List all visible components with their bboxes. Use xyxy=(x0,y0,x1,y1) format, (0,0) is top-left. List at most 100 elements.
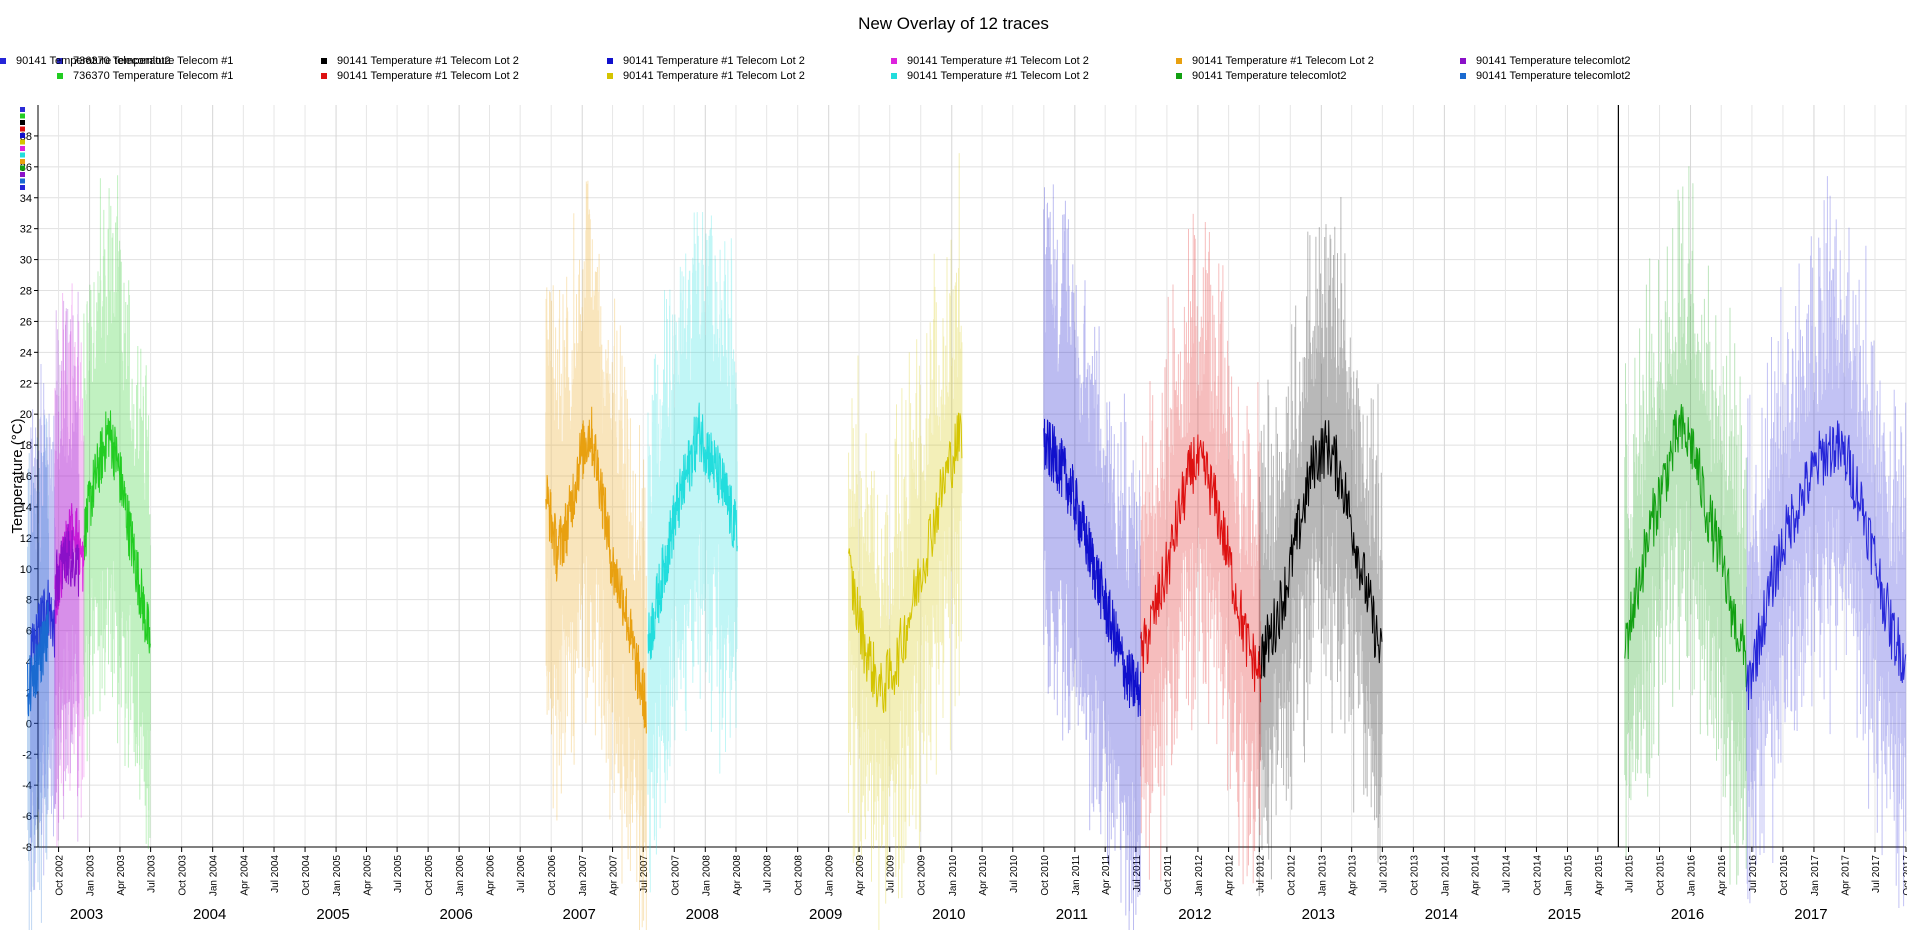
x-tick-label: Apr 2013 xyxy=(1348,855,1359,896)
x-tick-label: Jan 2003 xyxy=(86,855,97,897)
legend-label: 90141 Temperature telecomlot2 xyxy=(1476,70,1631,82)
series-color-marker xyxy=(20,139,25,145)
chart-title: New Overlay of 12 traces xyxy=(858,14,1049,33)
x-tick-label: Oct 2014 xyxy=(1532,855,1543,896)
legend-item: 90141 Temperature #1 Telecom Lot 2 xyxy=(891,55,1089,67)
x-tick-label: Oct 2004 xyxy=(301,855,312,896)
x-tick-label: Jan 2013 xyxy=(1317,855,1328,897)
series-color-marker xyxy=(20,107,25,112)
y-tick-label: 26 xyxy=(20,316,32,328)
y-tick-label: 32 xyxy=(20,224,32,236)
y-tick-label: 20 xyxy=(20,409,32,421)
y-tick-label: 0 xyxy=(26,718,32,730)
legend-swatch xyxy=(321,58,327,64)
year-label: 2007 xyxy=(563,906,596,923)
series-line xyxy=(1258,420,1383,679)
x-tick-label: Oct 2006 xyxy=(547,855,558,896)
y-tick-label: 18 xyxy=(20,440,32,452)
x-tick-label: Jan 2006 xyxy=(455,855,466,897)
legend-label: 736370 Temperature Telecom #1 xyxy=(73,55,234,67)
x-tick-label: Apr 2014 xyxy=(1471,855,1482,896)
series-5 xyxy=(848,153,963,930)
x-tick-label: Jan 2004 xyxy=(209,855,220,897)
series-line xyxy=(1624,404,1747,688)
x-tick-label: Oct 2011 xyxy=(1163,855,1174,895)
series-line xyxy=(83,410,151,654)
x-tick-label: Jan 2016 xyxy=(1687,855,1698,897)
series-4 xyxy=(1043,184,1142,930)
x-tick-label: Apr 2006 xyxy=(485,855,496,896)
y-tick-label: -8 xyxy=(22,842,32,854)
legend-swatch xyxy=(1460,73,1466,79)
legend-label: 736370 Temperature Telecom #1 xyxy=(73,70,234,82)
x-tick-label: Jul 2012 xyxy=(1255,855,1266,893)
x-tick-label: Oct 2005 xyxy=(424,855,435,896)
legend-label: 90141 Temperature #1 Telecom Lot 2 xyxy=(1192,55,1374,67)
legend-item: 90141 Temperature telecomlot2 xyxy=(0,55,171,67)
year-label: 2009 xyxy=(809,906,842,923)
series-line xyxy=(848,412,963,713)
x-tick-label: Jul 2007 xyxy=(639,855,650,893)
series-color-marker xyxy=(20,133,25,138)
legend-item: 736370 Temperature Telecom #1 xyxy=(57,55,233,67)
legend-label: 90141 Temperature telecomlot2 xyxy=(16,55,171,67)
y-tick-label: 6 xyxy=(26,626,32,638)
year-label: 2005 xyxy=(316,906,349,923)
y-tick-label: 10 xyxy=(20,564,32,576)
series-range xyxy=(1746,176,1907,908)
x-tick-label: Jan 2010 xyxy=(948,855,959,897)
x-tick-label: Jul 2005 xyxy=(393,855,404,893)
x-tick-label: Jan 2015 xyxy=(1563,855,1574,897)
y-tick-label: 4 xyxy=(26,657,32,669)
series-color-marker xyxy=(20,113,25,119)
x-tick-label: Apr 2017 xyxy=(1840,855,1851,896)
x-tick-label: Jul 2008 xyxy=(763,855,774,893)
x-tick-label: Apr 2008 xyxy=(732,855,743,896)
year-label: 2014 xyxy=(1425,906,1458,923)
series-9 xyxy=(1624,166,1747,885)
series-2 xyxy=(1258,197,1383,897)
x-tick-label: Jan 2005 xyxy=(332,855,343,897)
legend-label: 90141 Temperature telecomlot2 xyxy=(1192,70,1347,82)
x-tick-label: Jul 2014 xyxy=(1501,855,1512,893)
x-tick-label: Oct 2013 xyxy=(1409,855,1420,896)
x-tick-label: Jul 2015 xyxy=(1624,855,1635,893)
x-tick-label: Oct 2007 xyxy=(670,855,681,896)
series-range xyxy=(1624,166,1747,885)
year-label: 2015 xyxy=(1548,906,1581,923)
series-color-marker xyxy=(20,165,25,171)
y-tick-label: 22 xyxy=(20,378,32,390)
legend-swatch xyxy=(1460,58,1466,64)
y-tick-label: 36 xyxy=(20,162,32,174)
year-label: 2013 xyxy=(1302,906,1335,923)
series-line xyxy=(30,579,56,681)
legend-item: 90141 Temperature #1 Telecom Lot 2 xyxy=(321,55,519,67)
legend-item: 90141 Temperature #1 Telecom Lot 2 xyxy=(607,55,805,67)
series-line xyxy=(545,406,647,734)
legend-item: 90141 Temperature #1 Telecom Lot 2 xyxy=(1176,55,1374,67)
x-tick-label: Jan 2009 xyxy=(825,855,836,897)
x-tick-label: Jul 2006 xyxy=(516,855,527,893)
series-line xyxy=(54,523,80,608)
series-8 xyxy=(545,180,647,930)
series-color-marker xyxy=(20,146,25,151)
x-tick-label: Apr 2003 xyxy=(116,855,127,896)
year-label: 2011 xyxy=(1056,906,1088,923)
y-tick-label: 24 xyxy=(20,347,32,359)
x-tick-label: Oct 2015 xyxy=(1656,855,1667,896)
grid-lines xyxy=(34,105,1907,852)
series-color-marker xyxy=(20,185,25,190)
x-tick-label: Jul 2013 xyxy=(1378,855,1389,893)
legend-item: 90141 Temperature #1 Telecom Lot 2 xyxy=(607,70,805,82)
x-tick-label: Oct 2003 xyxy=(178,855,189,896)
legend-swatch xyxy=(321,73,327,79)
series-range xyxy=(545,180,647,930)
x-tick-label: Jan 2012 xyxy=(1194,855,1205,897)
x-tick-label: Apr 2012 xyxy=(1225,855,1236,896)
series-line xyxy=(1746,420,1907,711)
x-tick-label: Jan 2008 xyxy=(701,855,712,897)
x-tick-label: Jul 2011 xyxy=(1132,855,1143,893)
x-tick-label: Jan 2011 xyxy=(1071,855,1082,896)
y-tick-label: 16 xyxy=(20,471,32,483)
